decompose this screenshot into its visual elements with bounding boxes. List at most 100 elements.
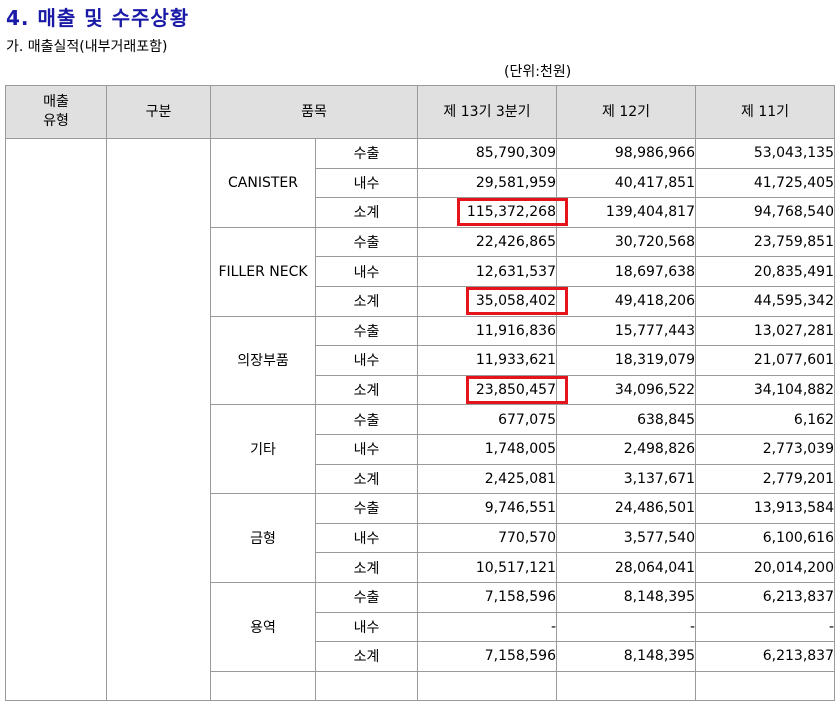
value-text: 638,845 xyxy=(637,411,695,428)
value-text: 34,096,522 xyxy=(614,382,695,399)
value-text: 2,498,826 xyxy=(623,441,695,458)
unit-note: (단위:천원) xyxy=(504,64,572,80)
item-group-name: 기타 xyxy=(210,404,316,495)
division-cell xyxy=(106,137,211,701)
sales-table: 매출 유형 구분 품목 제 13기 3분기 제 12기 제 11기 CANISTE… xyxy=(5,85,835,701)
value-text: 21,077,601 xyxy=(753,352,834,369)
table-row: 소계 2,425,081 3,137,671 2,779,201 xyxy=(6,463,835,495)
empty-cell xyxy=(417,670,557,701)
value-cell-period-3: 34,104,882 xyxy=(695,374,835,406)
value-cell-period-2: 15,777,443 xyxy=(556,315,696,347)
value-cell-period-2: 49,418,206 xyxy=(556,285,696,317)
value-text: 53,043,135 xyxy=(753,145,834,162)
value-cell-period-1: 85,790,309 xyxy=(417,138,557,169)
empty-cell xyxy=(315,670,418,701)
value-text: 30,720,568 xyxy=(614,234,695,251)
value-cell-period-2: 139,404,817 xyxy=(556,197,696,228)
value-cell-period-1: 12,631,537 xyxy=(417,256,557,287)
value-cell-period-3: 2,779,201 xyxy=(695,463,835,495)
value-text: 6,162 xyxy=(793,411,834,428)
value-text: 3,577,540 xyxy=(623,530,695,547)
value-text: 2,779,201 xyxy=(762,470,834,487)
table-row: 소계 115,372,268 139,404,817 94,768,540 xyxy=(6,197,835,228)
value-cell-period-1: - xyxy=(417,611,557,643)
sales-kind-cell: 수출 xyxy=(315,226,418,258)
value-text: 12,631,537 xyxy=(475,263,556,280)
header-category: 구분 xyxy=(106,85,211,139)
table-row: 소계 35,058,402 49,418,206 44,595,342 xyxy=(6,285,835,317)
value-cell-period-1: 2,425,081 xyxy=(417,463,557,495)
value-text: 24,486,501 xyxy=(614,500,695,517)
value-cell-period-3: 23,759,851 xyxy=(695,226,835,258)
item-group-name: 의장부품 xyxy=(210,315,316,406)
value-cell-period-1: 770,570 xyxy=(417,522,557,554)
value-cell-period-3: 21,077,601 xyxy=(695,345,835,376)
value-cell-period-2: 18,319,079 xyxy=(556,345,696,376)
sales-type-cell xyxy=(5,137,107,701)
value-cell-period-1: 11,916,836 xyxy=(417,315,557,347)
header-item: 품목 xyxy=(210,85,418,139)
table-row: 의장부품 수출 11,916,836 15,777,443 13,027,281 xyxy=(6,315,835,406)
value-cell-period-3: - xyxy=(695,611,835,643)
value-cell-period-2: - xyxy=(556,611,696,643)
section-subheading: 가. 매출실적(내부거래포함) xyxy=(6,39,168,55)
value-text: 7,158,596 xyxy=(484,648,556,665)
item-group-name: FILLER NECK xyxy=(210,226,316,317)
table-row: 기타 수출 677,075 638,845 6,162 xyxy=(6,404,835,495)
sales-kind-cell: 내수 xyxy=(315,345,418,376)
empty-cell xyxy=(556,670,696,701)
value-cell-period-3: 6,213,837 xyxy=(695,581,835,613)
value-cell-period-3: 41,725,405 xyxy=(695,167,835,199)
sales-kind-cell: 내수 xyxy=(315,611,418,643)
sales-kind-cell: 수출 xyxy=(315,581,418,613)
value-cell-period-1: 23,850,457 xyxy=(417,374,557,406)
value-cell-period-3: 2,773,039 xyxy=(695,433,835,465)
value-text: 2,773,039 xyxy=(762,441,834,458)
value-text: 139,404,817 xyxy=(605,204,695,221)
item-group-name: 금형 xyxy=(210,493,316,583)
value-text: 94,768,540 xyxy=(753,204,834,221)
value-cell-period-1: 7,158,596 xyxy=(417,581,557,613)
value-text: - xyxy=(550,618,556,635)
value-text: 28,064,041 xyxy=(614,559,695,576)
header-sales-type-line: 유형 xyxy=(43,113,69,129)
item-group-name: CANISTER xyxy=(210,138,316,228)
value-text: 3,137,671 xyxy=(623,470,695,487)
value-text: 7,158,596 xyxy=(484,589,556,606)
value-text: - xyxy=(689,618,695,635)
value-cell-period-2: 3,137,671 xyxy=(556,463,696,495)
table-row: 소계 10,517,121 28,064,041 20,014,200 xyxy=(6,552,835,583)
value-cell-period-2: 28,064,041 xyxy=(556,552,696,583)
header-period-3: 제 11기 xyxy=(695,85,835,139)
empty-cell xyxy=(210,670,316,701)
item-group-name: 용역 xyxy=(210,581,316,672)
value-cell-period-1: 10,517,121 xyxy=(417,552,557,583)
value-cell-period-3: 6,100,616 xyxy=(695,522,835,554)
value-text: 23,850,457 xyxy=(475,382,556,399)
table-row: 내수 - - - xyxy=(6,611,835,643)
value-cell-period-1: 1,748,005 xyxy=(417,433,557,465)
value-cell-period-2: 8,148,395 xyxy=(556,641,696,672)
value-text: 6,213,837 xyxy=(762,648,834,665)
sales-kind-cell: 소계 xyxy=(315,285,418,317)
value-cell-period-2: 24,486,501 xyxy=(556,493,696,524)
header-period-2: 제 12기 xyxy=(556,85,696,139)
value-text: 98,986,966 xyxy=(614,145,695,162)
value-cell-period-2: 3,577,540 xyxy=(556,522,696,554)
sales-kind-cell: 소계 xyxy=(315,552,418,583)
value-cell-period-2: 638,845 xyxy=(556,404,696,435)
value-text: 6,100,616 xyxy=(762,530,834,547)
table-row: 내수 770,570 3,577,540 6,100,616 xyxy=(6,522,835,554)
sales-kind-cell: 수출 xyxy=(315,315,418,347)
value-text: 10,517,121 xyxy=(475,559,556,576)
table-row: 금형 수출 9,746,551 24,486,501 13,913,584 xyxy=(6,493,835,583)
sales-kind-cell: 내수 xyxy=(315,167,418,199)
value-cell-period-3: 94,768,540 xyxy=(695,197,835,228)
value-cell-period-2: 18,697,638 xyxy=(556,256,696,287)
sales-kind-cell: 소계 xyxy=(315,641,418,672)
sales-kind-cell: 내수 xyxy=(315,256,418,287)
sales-kind-cell: 소계 xyxy=(315,197,418,228)
value-text: 8,148,395 xyxy=(623,648,695,665)
value-text: 11,933,621 xyxy=(475,352,556,369)
value-cell-period-2: 34,096,522 xyxy=(556,374,696,406)
